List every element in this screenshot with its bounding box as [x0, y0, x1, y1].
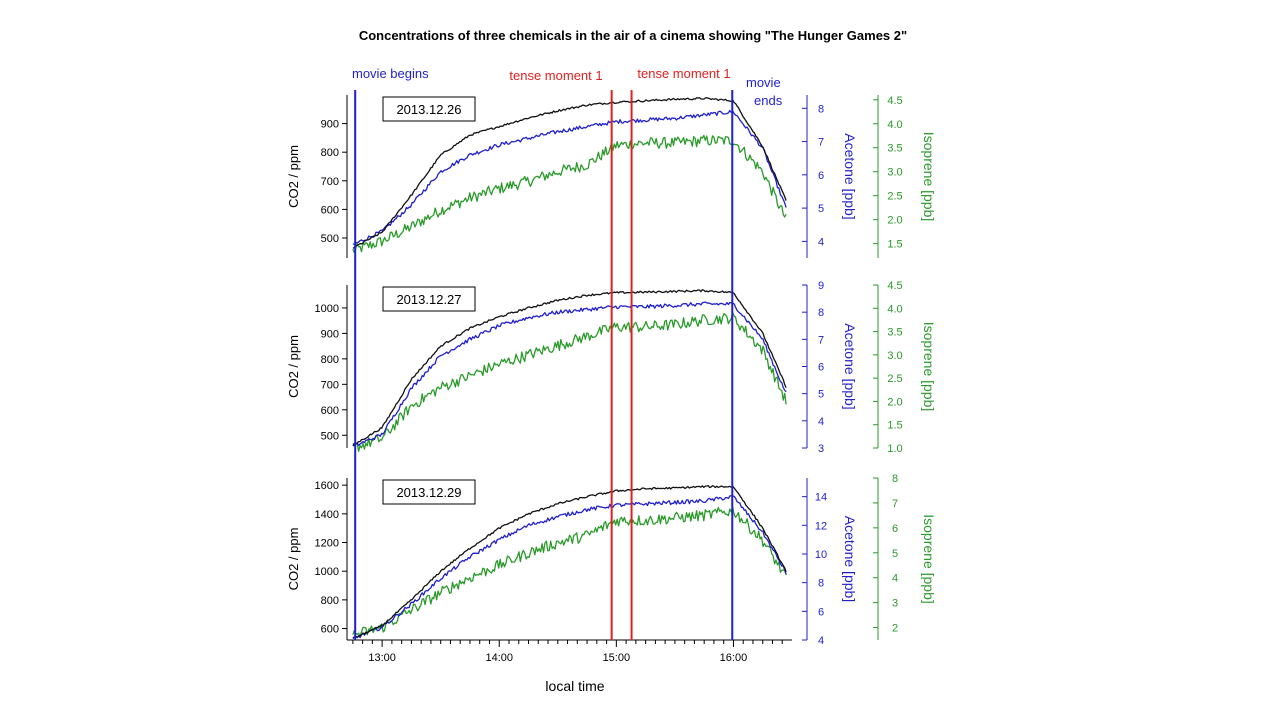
co2-tick-label: 1200	[315, 538, 339, 550]
acetone-tick-label: 8	[818, 578, 824, 590]
acetone-axis-label: Acetone [ppb]	[842, 323, 858, 409]
isoprene-tick-label: 7	[892, 498, 898, 510]
isoprene-tick-label: 3.5	[887, 327, 902, 339]
acetone-tick-label: 4	[818, 236, 824, 248]
co2-tick-label: 700	[321, 379, 339, 391]
acetone-tick-label: 8	[818, 307, 824, 319]
date-label: 2013.12.26	[396, 102, 461, 117]
co2-series-line	[352, 97, 787, 249]
acetone-tick-label: 7	[818, 137, 824, 149]
acetone-tick-label: 5	[818, 389, 824, 401]
isoprene-tick-label: 1.5	[887, 239, 902, 251]
co2-tick-label: 1600	[315, 480, 339, 492]
acetone-series-line	[352, 109, 787, 245]
isoprene-tick-label: 4.0	[887, 303, 902, 315]
date-box	[382, 96, 476, 122]
isoprene-tick-label: 5	[892, 548, 898, 560]
date-label: 2013.12.27	[396, 292, 461, 307]
event-label: tense moment 1	[509, 68, 602, 83]
event-label: movie ends	[746, 75, 783, 108]
acetone-tick-label: 8	[818, 103, 824, 115]
date-box	[382, 479, 476, 505]
isoprene-tick-label: 2.0	[887, 215, 902, 227]
isoprene-tick-label: 2.0	[887, 396, 902, 408]
co2-series-line	[352, 289, 787, 447]
x-tick-label: 13:00	[368, 652, 396, 664]
acetone-tick-label: 7	[818, 334, 824, 346]
acetone-tick-label: 5	[818, 203, 824, 215]
acetone-tick-label: 4	[818, 416, 824, 428]
isoprene-axis-label: Isoprene [ppb]	[921, 322, 937, 412]
isoprene-tick-label: 4.5	[887, 95, 902, 107]
isoprene-series-line	[352, 506, 787, 637]
panels: 500 600 700 800 900 CO2 / ppm 4 5 6 7 8 Acetone [pp…	[286, 95, 937, 664]
x-tick-label: 15:00	[603, 652, 631, 664]
acetone-tick-label: 3	[818, 443, 824, 455]
panel-1: 500 600 700 800 900 CO2 / ppm 4 5 6 7 8 Acetone [pp…	[286, 95, 937, 258]
isoprene-tick-label: 8	[892, 473, 898, 485]
acetone-series-line	[352, 495, 787, 639]
isoprene-tick-label: 6	[892, 523, 898, 535]
co2-tick-label: 600	[321, 624, 339, 636]
acetone-tick-label: 6	[818, 170, 824, 182]
co2-tick-label: 1000	[315, 303, 339, 315]
date-box	[382, 286, 476, 312]
isoprene-axis-label: Isoprene [ppb]	[921, 514, 937, 604]
co2-tick-label: 800	[321, 354, 339, 366]
co2-tick-label: 500	[321, 430, 339, 442]
co2-axis-label: CO2 / ppm	[286, 335, 301, 398]
acetone-tick-label: 6	[818, 362, 824, 374]
co2-axis-label: CO2 / ppm	[286, 145, 301, 208]
x-tick-label: 16:00	[720, 652, 748, 664]
event-markers: movie begins tense moment 1 tense moment 1…	[352, 66, 783, 640]
acetone-tick-label: 9	[818, 280, 824, 292]
isoprene-tick-label: 4.0	[887, 119, 902, 131]
acetone-axis-label: Acetone [ppb]	[842, 133, 858, 219]
co2-tick-label: 800	[321, 147, 339, 159]
acetone-tick-label: 10	[815, 549, 827, 561]
co2-tick-label: 600	[321, 204, 339, 216]
co2-axis-label: CO2 / ppm	[286, 528, 301, 591]
event-label: movie begins	[352, 66, 429, 81]
isoprene-tick-label: 4.5	[887, 280, 902, 292]
co2-tick-label: 1000	[315, 566, 339, 578]
x-axis-label: local time	[545, 678, 604, 694]
isoprene-tick-label: 3	[892, 598, 898, 610]
co2-tick-label: 800	[321, 595, 339, 607]
co2-tick-label: 500	[321, 233, 339, 245]
acetone-tick-label: 14	[815, 492, 827, 504]
isoprene-axis-label: Isoprene [ppb]	[921, 132, 937, 222]
chart-title: Concentrations of three chemicals in the…	[359, 28, 907, 43]
panel-3: 600 800 1000 1200 1400 1600 CO2 / ppm 4 6 8 10 12 14…	[286, 473, 937, 664]
event-label: tense moment 1	[637, 66, 730, 81]
isoprene-tick-label: 3.0	[887, 350, 902, 362]
acetone-tick-label: 4	[818, 635, 824, 647]
isoprene-tick-label: 3.0	[887, 167, 902, 179]
co2-tick-label: 700	[321, 176, 339, 188]
isoprene-tick-label: 1.5	[887, 420, 902, 432]
isoprene-series-line	[352, 311, 787, 452]
isoprene-tick-label: 1.0	[887, 443, 902, 455]
acetone-series-line	[352, 301, 787, 447]
isoprene-tick-label: 3.5	[887, 143, 902, 155]
co2-tick-label: 900	[321, 328, 339, 340]
co2-series-line	[352, 484, 787, 639]
acetone-axis-label: Acetone [ppb]	[842, 516, 858, 602]
x-tick-label: 14:00	[485, 652, 513, 664]
co2-tick-label: 1400	[315, 509, 339, 521]
isoprene-tick-label: 4	[892, 573, 898, 585]
isoprene-tick-label: 2.5	[887, 191, 902, 203]
isoprene-series-line	[352, 134, 787, 254]
panel-2: 500 600 700 800 900 1000 CO2 / ppm 3 4 5 6 7 8 9 Aceto…	[286, 280, 937, 455]
date-label: 2013.12.29	[396, 485, 461, 500]
isoprene-tick-label: 2	[892, 623, 898, 635]
co2-tick-label: 600	[321, 405, 339, 417]
isoprene-tick-label: 2.5	[887, 373, 902, 385]
acetone-tick-label: 12	[815, 520, 827, 532]
acetone-tick-label: 6	[818, 606, 824, 618]
co2-tick-label: 900	[321, 119, 339, 131]
